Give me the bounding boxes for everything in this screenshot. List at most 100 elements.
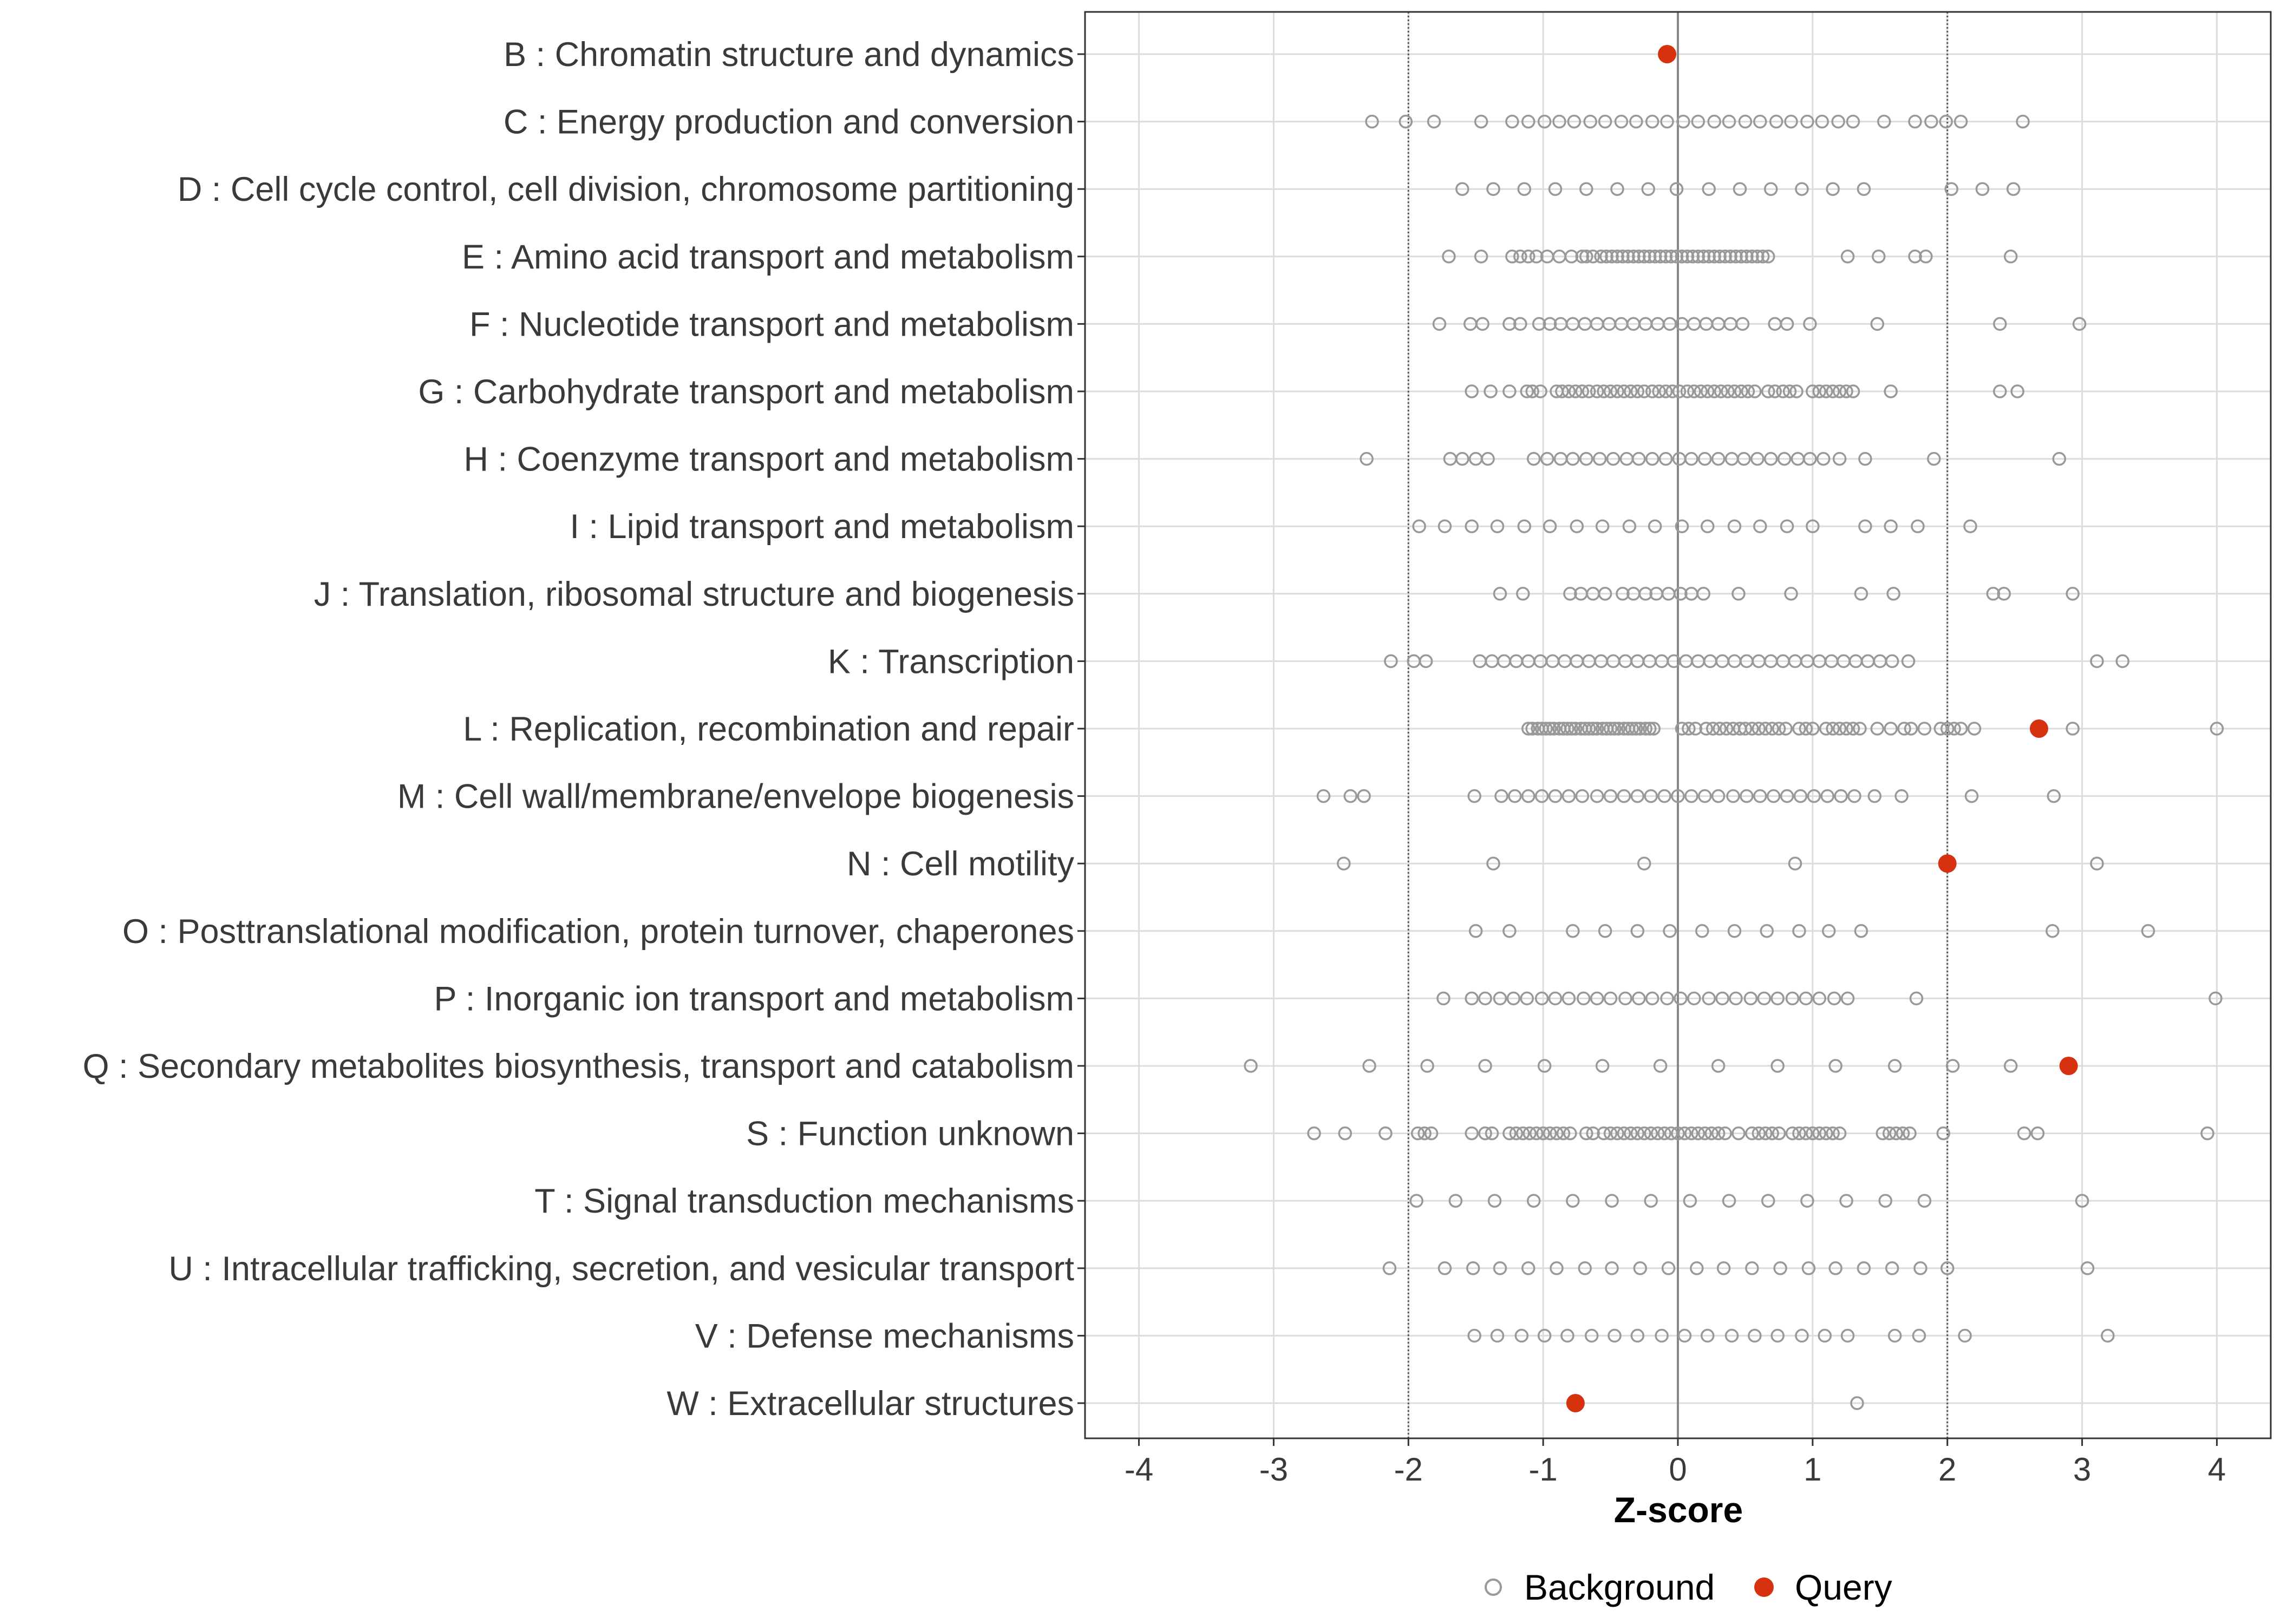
background-point <box>1550 1126 1564 1141</box>
background-point <box>1579 451 1593 466</box>
background-point <box>1592 451 1607 466</box>
x-tick-label: 2 <box>1938 1451 1956 1488</box>
background-point <box>1436 991 1450 1006</box>
background-point <box>1819 384 1833 398</box>
background-point <box>1645 114 1659 129</box>
background-point <box>1603 789 1618 803</box>
background-point <box>1608 1328 1622 1343</box>
background-point <box>1831 114 1845 129</box>
background-point <box>1702 250 1716 264</box>
background-point <box>1858 519 1872 533</box>
background-point <box>1534 789 1549 803</box>
background-point <box>1944 182 1958 196</box>
background-point <box>1780 789 1794 803</box>
background-point <box>1826 1126 1840 1141</box>
background-point <box>1630 789 1645 803</box>
background-point <box>1711 1059 1726 1073</box>
background-point <box>1629 114 1643 129</box>
background-point <box>1722 1194 1736 1208</box>
background-point <box>1526 451 1541 466</box>
background-point <box>1846 384 1860 398</box>
background-point <box>1427 114 1441 129</box>
background-point <box>1799 991 1813 1006</box>
background-point <box>1632 991 1646 1006</box>
background-point <box>1575 789 1590 803</box>
background-point <box>1597 1126 1611 1141</box>
background-point <box>1867 789 1882 803</box>
background-point <box>1675 519 1689 533</box>
background-point <box>1699 722 1714 736</box>
background-point <box>1468 924 1483 938</box>
x-tick-label: 1 <box>1803 1451 1821 1488</box>
background-point <box>1877 114 1891 129</box>
background-point <box>1832 722 1847 736</box>
background-point <box>2046 924 2060 938</box>
background-point <box>1343 789 1358 803</box>
background-point <box>1870 317 1885 331</box>
background-point <box>1552 114 1566 129</box>
background-point <box>1958 1328 1972 1343</box>
background-point <box>1872 250 1886 264</box>
background-point <box>1827 991 1841 1006</box>
x-tick-label: -4 <box>1125 1451 1153 1488</box>
background-point <box>1617 789 1631 803</box>
background-point <box>1474 250 1488 264</box>
category-label: H : Coenzyme transport and metabolism <box>464 441 1074 479</box>
background-point <box>1885 654 1899 669</box>
background-point <box>1676 114 1690 129</box>
background-point <box>1724 1328 1739 1343</box>
background-point <box>1760 924 1774 938</box>
background-point <box>1740 250 1754 264</box>
background-point <box>1785 1126 1800 1141</box>
background-point <box>1839 722 1853 736</box>
background-point <box>1658 451 1673 466</box>
background-point <box>1637 384 1651 398</box>
background-point <box>1780 519 1794 533</box>
x-tick-label: 3 <box>2073 1451 2091 1488</box>
background-point <box>1661 1261 1676 1275</box>
background-point <box>1582 384 1596 398</box>
background-point <box>1826 722 1840 736</box>
background-point <box>1516 1126 1530 1141</box>
background-point <box>1997 587 2011 601</box>
background-point <box>1807 789 1821 803</box>
background-point <box>1502 384 1517 398</box>
background-point <box>1820 789 1834 803</box>
background-point <box>1691 114 1706 129</box>
background-point <box>1753 519 1767 533</box>
background-point <box>1750 250 1765 264</box>
background-point <box>1484 384 1498 398</box>
background-point <box>1878 1194 1892 1208</box>
background-point <box>1757 991 1772 1006</box>
background-point <box>1743 991 1758 1006</box>
category-label: W : Extracellular structures <box>666 1385 1074 1423</box>
background-point <box>1858 451 1872 466</box>
background-point <box>2090 856 2104 870</box>
background-point <box>1517 182 1532 196</box>
background-point <box>2066 722 2080 736</box>
background-point <box>1579 182 1593 196</box>
background-point <box>1828 1059 1842 1073</box>
background-point <box>1432 317 1447 331</box>
background-point <box>1675 250 1689 264</box>
background-point <box>1487 1194 1502 1208</box>
background-point <box>1616 250 1630 264</box>
background-point <box>1832 451 1847 466</box>
background-point <box>1569 384 1583 398</box>
background-point <box>1885 1261 1899 1275</box>
background-point <box>1741 384 1755 398</box>
background-point <box>1695 924 1709 938</box>
background-point <box>1674 991 1688 1006</box>
background-point <box>1750 451 1765 466</box>
background-point <box>1701 384 1715 398</box>
background-point <box>1854 587 1868 601</box>
background-point <box>1605 1194 1619 1208</box>
background-point <box>1624 384 1638 398</box>
background-point <box>1745 250 1759 264</box>
background-point <box>1566 924 1580 938</box>
background-point <box>1945 1059 1960 1073</box>
background-point <box>1638 722 1653 736</box>
background-point <box>1727 519 1742 533</box>
background-point <box>1768 384 1782 398</box>
x-tick-label: 4 <box>2208 1451 2226 1488</box>
